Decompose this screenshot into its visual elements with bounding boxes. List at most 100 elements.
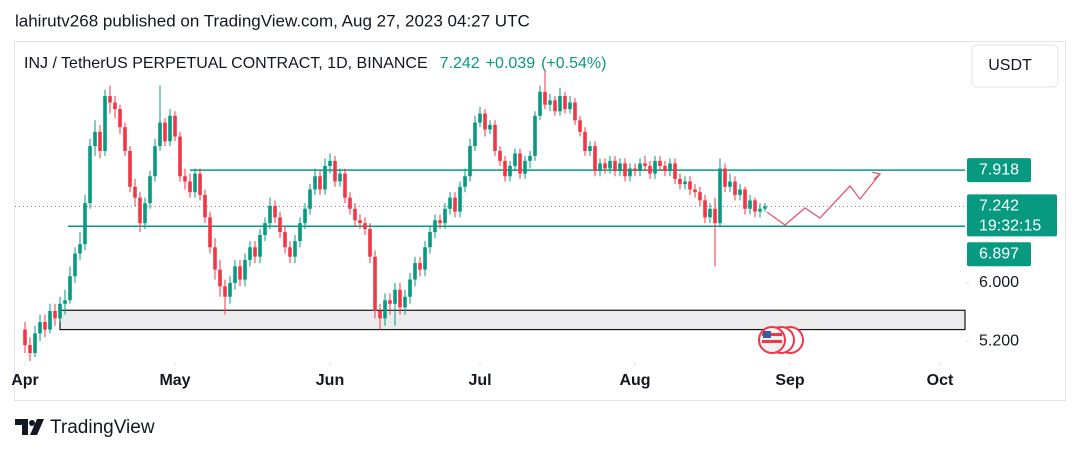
candle-body <box>273 205 277 218</box>
candle-body <box>218 269 222 287</box>
candle-body <box>603 163 607 169</box>
symbol-title: INJ / TetherUS PERPETUAL CONTRACT, 1D, B… <box>24 55 428 72</box>
candle-body <box>338 173 342 182</box>
candle-body <box>523 160 527 174</box>
candle-body <box>313 176 317 190</box>
candle-body <box>173 115 177 137</box>
candle-body <box>678 178 682 185</box>
candle-body <box>233 266 237 283</box>
candle-body <box>38 322 42 334</box>
candle-body <box>138 197 142 224</box>
candle-body <box>393 289 397 304</box>
x-tick-label: Apr <box>11 372 39 389</box>
candle-body <box>238 266 242 280</box>
candle-body <box>278 217 282 233</box>
published-header: lahirutv268 published on TradingView.com… <box>15 11 530 30</box>
candle-body <box>558 96 562 112</box>
candle-body <box>93 131 97 147</box>
candle-body <box>663 165 667 172</box>
countdown: 19:32:15 <box>979 218 1041 235</box>
candle-body <box>518 153 522 174</box>
candle-body <box>48 310 52 330</box>
candle-body <box>573 102 577 121</box>
candle-body <box>548 100 552 105</box>
candle-body <box>623 163 627 177</box>
candle-body <box>28 345 32 354</box>
currency[interactable]: USDT <box>988 57 1032 74</box>
candle-body <box>368 229 372 257</box>
candle-body <box>513 153 517 166</box>
candle-body <box>408 279 412 297</box>
event-flags <box>758 326 804 354</box>
candle-body <box>583 131 587 151</box>
candle-body <box>728 181 732 187</box>
candle-body <box>453 197 457 212</box>
candle-body <box>448 197 452 209</box>
candle-body <box>163 122 167 142</box>
candle-body <box>103 96 107 151</box>
candle-body <box>438 220 442 224</box>
currency-box[interactable] <box>971 44 1059 88</box>
candle-body <box>183 176 187 182</box>
level-label-box <box>967 242 1031 267</box>
candle-body <box>478 113 482 123</box>
candle-body <box>443 208 447 224</box>
candle-body <box>113 102 117 110</box>
candle-body <box>213 247 217 270</box>
candle-body <box>458 186 462 212</box>
legend-change: +0.039 <box>486 55 535 72</box>
candle-body <box>228 282 232 297</box>
candle-body <box>358 220 362 224</box>
candle-body <box>118 109 122 128</box>
candle-body <box>268 205 272 224</box>
candle-body <box>743 189 747 209</box>
candle-body <box>128 150 132 187</box>
candle-body <box>738 189 742 195</box>
candle-body <box>703 200 707 218</box>
candle-body <box>748 200 752 209</box>
candle-body <box>248 247 252 260</box>
candle-body <box>328 160 332 166</box>
candle-body <box>638 163 642 172</box>
legend-price: 7.242 <box>440 55 480 72</box>
candle-body <box>683 181 687 185</box>
candle-body <box>533 115 537 156</box>
candle-body <box>578 120 582 132</box>
y-tick-label: 6.000 <box>979 274 1019 291</box>
last-price-label: 7.242 <box>979 198 1019 215</box>
candle-body <box>388 300 392 304</box>
support-zone <box>59 309 966 331</box>
tradingview-logo <box>15 419 44 435</box>
candle-body <box>508 165 512 177</box>
candle-body <box>303 208 307 224</box>
candle-body <box>688 181 692 190</box>
candle-body <box>193 173 197 193</box>
x-tick-label: Jul <box>468 372 491 389</box>
candle-body <box>618 163 622 172</box>
footer-brand: TradingView <box>50 417 155 438</box>
candle-body <box>633 168 637 172</box>
candle-body <box>158 122 162 147</box>
candle-body <box>348 197 352 209</box>
x-tick-label: Jun <box>316 372 344 389</box>
candle-body <box>88 146 92 204</box>
candle-body <box>433 220 437 233</box>
candle-body <box>83 203 87 245</box>
candle-body <box>243 259 247 280</box>
candle-body <box>98 131 102 151</box>
candle-body <box>73 253 77 277</box>
candle-body <box>78 244 82 254</box>
candle-body <box>613 160 617 172</box>
candle-body <box>673 163 677 179</box>
candle-body <box>33 333 37 354</box>
candle-body <box>723 168 727 187</box>
candle-body <box>643 163 647 166</box>
candle-body <box>298 223 302 242</box>
candle-body <box>353 208 357 221</box>
candle-body <box>283 232 287 248</box>
candle-body <box>538 91 542 116</box>
candle-body <box>168 115 172 142</box>
candle-body <box>713 208 717 224</box>
candle-body <box>473 122 477 147</box>
